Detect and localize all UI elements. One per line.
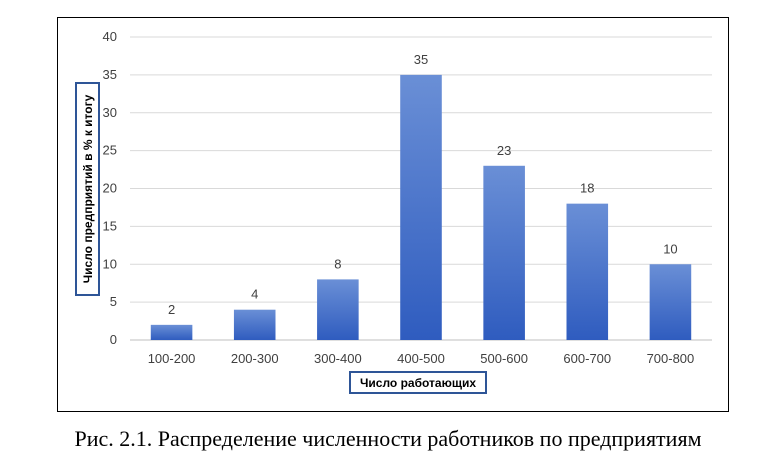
data-label: 8 — [334, 256, 341, 271]
bar-300-400 — [317, 279, 359, 340]
x-tick-label: 600-700 — [563, 351, 611, 366]
y-tick-label: 40 — [103, 29, 117, 44]
x-tick-labels: 100-200 200-300 300-400 400-500 500-600 600-7… — [148, 351, 695, 366]
bar-600-700 — [566, 203, 609, 340]
bar-700-800 — [649, 264, 692, 340]
x-tick-label: 100-200 — [148, 351, 196, 366]
data-label: 23 — [497, 143, 511, 158]
y-axis-title: Число предприятий в % к итогу — [75, 82, 100, 296]
x-tick-label: 200-300 — [231, 351, 279, 366]
bar-100-200 — [150, 324, 193, 340]
y-tick-label: 25 — [103, 143, 117, 158]
x-axis-title-box — [349, 371, 487, 394]
y-tick-label: 35 — [103, 67, 117, 82]
x-tick-label: 500-600 — [480, 351, 528, 366]
data-label: 10 — [663, 241, 677, 256]
data-label: 35 — [414, 52, 428, 67]
y-axis-title-box — [75, 82, 100, 296]
y-tick-label: 20 — [103, 181, 117, 196]
y-tick-label: 30 — [103, 105, 117, 120]
x-axis-title-text: Число работающих — [360, 376, 476, 390]
data-label: 4 — [251, 287, 258, 302]
data-label: 2 — [168, 302, 175, 317]
x-tick-label: 700-800 — [647, 351, 695, 366]
y-tick-label: 5 — [110, 294, 117, 309]
bars: 2 4 8 35 23 18 10 — [150, 52, 692, 340]
figure-caption: Рис. 2.1. Распределение численности рабо… — [74, 426, 702, 451]
y-tick-label: 0 — [110, 332, 117, 347]
y-axis-title-text: Число предприятий в % к итогу — [81, 94, 95, 283]
bar-400-500 — [400, 74, 442, 340]
x-tick-label: 300-400 — [314, 351, 362, 366]
y-tick-labels: 0 5 10 15 20 25 30 35 40 — [103, 29, 117, 347]
y-tick-label: 10 — [103, 256, 117, 271]
chart-frame — [57, 17, 729, 412]
x-tick-label: 400-500 — [397, 351, 445, 366]
x-axis-title: Число работающих — [349, 371, 487, 394]
data-label: 18 — [580, 181, 594, 196]
bar-500-600 — [483, 165, 525, 340]
bar-200-300 — [233, 309, 276, 340]
y-tick-label: 15 — [103, 218, 117, 233]
